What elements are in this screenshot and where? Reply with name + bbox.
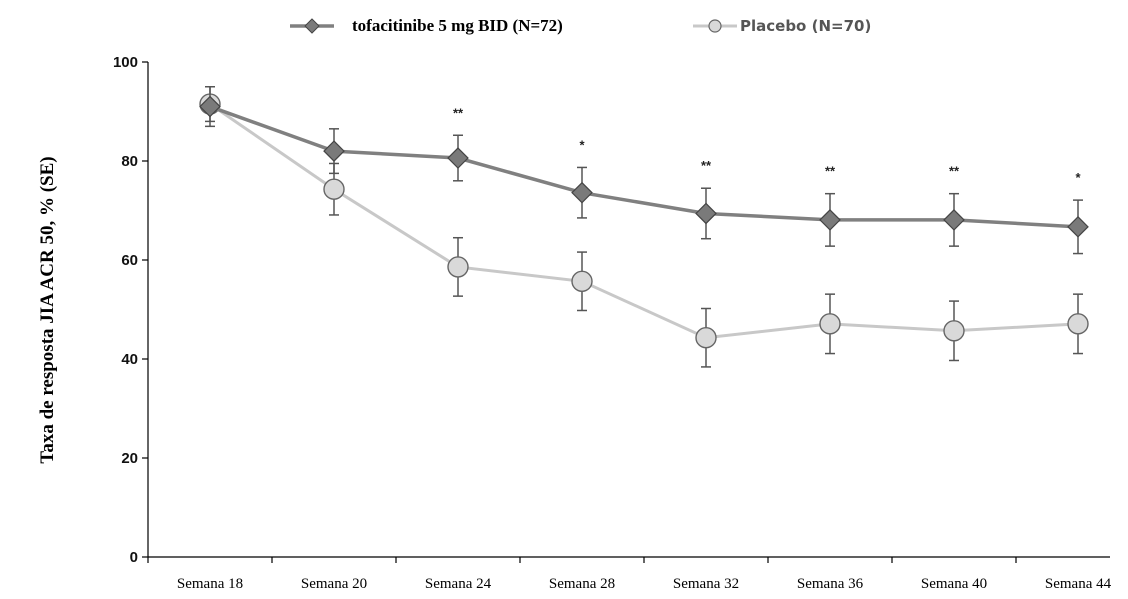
x-tick-label: Semana 32 bbox=[673, 576, 739, 592]
significance-mark: * bbox=[579, 137, 585, 152]
legend-label: tofacitinibe 5 mg BID (N=72) bbox=[352, 16, 563, 35]
series-tofacitinib bbox=[199, 86, 1089, 255]
legend: tofacitinibe 5 mg BID (N=72) Placebo (N=… bbox=[290, 16, 871, 35]
y-tick-label: 60 bbox=[121, 252, 138, 269]
x-tick-label: Semana 44 bbox=[1045, 576, 1112, 592]
significance-mark: * bbox=[1075, 170, 1081, 185]
data-point bbox=[1067, 215, 1089, 238]
data-point bbox=[323, 140, 345, 162]
axes bbox=[147, 62, 1110, 558]
data-point bbox=[571, 181, 593, 204]
data-point bbox=[447, 256, 469, 278]
significance-mark: ** bbox=[825, 164, 836, 179]
data-point bbox=[695, 327, 717, 349]
data-point bbox=[447, 147, 469, 169]
y-tick-label: 0 bbox=[130, 549, 138, 566]
significance-mark: ** bbox=[949, 164, 960, 179]
data-point bbox=[1067, 313, 1089, 335]
significance-mark: ** bbox=[701, 158, 712, 173]
data-point bbox=[571, 270, 593, 292]
data-point bbox=[943, 209, 965, 231]
x-tick-label: Semana 36 bbox=[797, 576, 864, 592]
data-point bbox=[323, 178, 345, 200]
legend-label: Placebo (N=70) bbox=[740, 17, 871, 35]
x-tick-label: Semana 40 bbox=[921, 576, 987, 592]
series-line bbox=[209, 102, 1079, 340]
series bbox=[199, 86, 1089, 368]
data-point bbox=[695, 202, 717, 225]
x-tick-label: Semana 18 bbox=[177, 576, 243, 592]
y-axis-label: Taxa de resposta JIA ACR 50, % (SE) bbox=[37, 156, 58, 463]
data-point bbox=[199, 95, 221, 118]
significance-mark: ** bbox=[453, 105, 464, 120]
data-point bbox=[819, 313, 841, 335]
y-tick-label: 40 bbox=[121, 351, 138, 368]
legend-marker-diamond bbox=[304, 18, 320, 34]
y-tick-label: 80 bbox=[121, 153, 138, 170]
x-tick-label: Semana 20 bbox=[301, 576, 367, 592]
data-point bbox=[943, 320, 965, 342]
y-ticks: 0 20 40 60 80 100 bbox=[113, 54, 148, 566]
legend-item-placebo: Placebo (N=70) bbox=[693, 17, 871, 35]
series-line bbox=[209, 104, 1079, 229]
x-tick-label: Semana 24 bbox=[425, 576, 492, 592]
significance-marks: ***** ** ** * bbox=[453, 105, 1082, 185]
legend-marker-circle bbox=[708, 19, 722, 33]
x-ticks: Semana 18 Semana 20 Semana 24 Semana 28 Sema… bbox=[147, 557, 1112, 592]
y-tick-label: 100 bbox=[113, 54, 138, 71]
x-tick-label: Semana 28 bbox=[549, 576, 615, 592]
data-point bbox=[819, 209, 841, 231]
legend-item-tofacitinib: tofacitinibe 5 mg BID (N=72) bbox=[290, 16, 563, 35]
y-tick-label: 20 bbox=[121, 450, 138, 467]
